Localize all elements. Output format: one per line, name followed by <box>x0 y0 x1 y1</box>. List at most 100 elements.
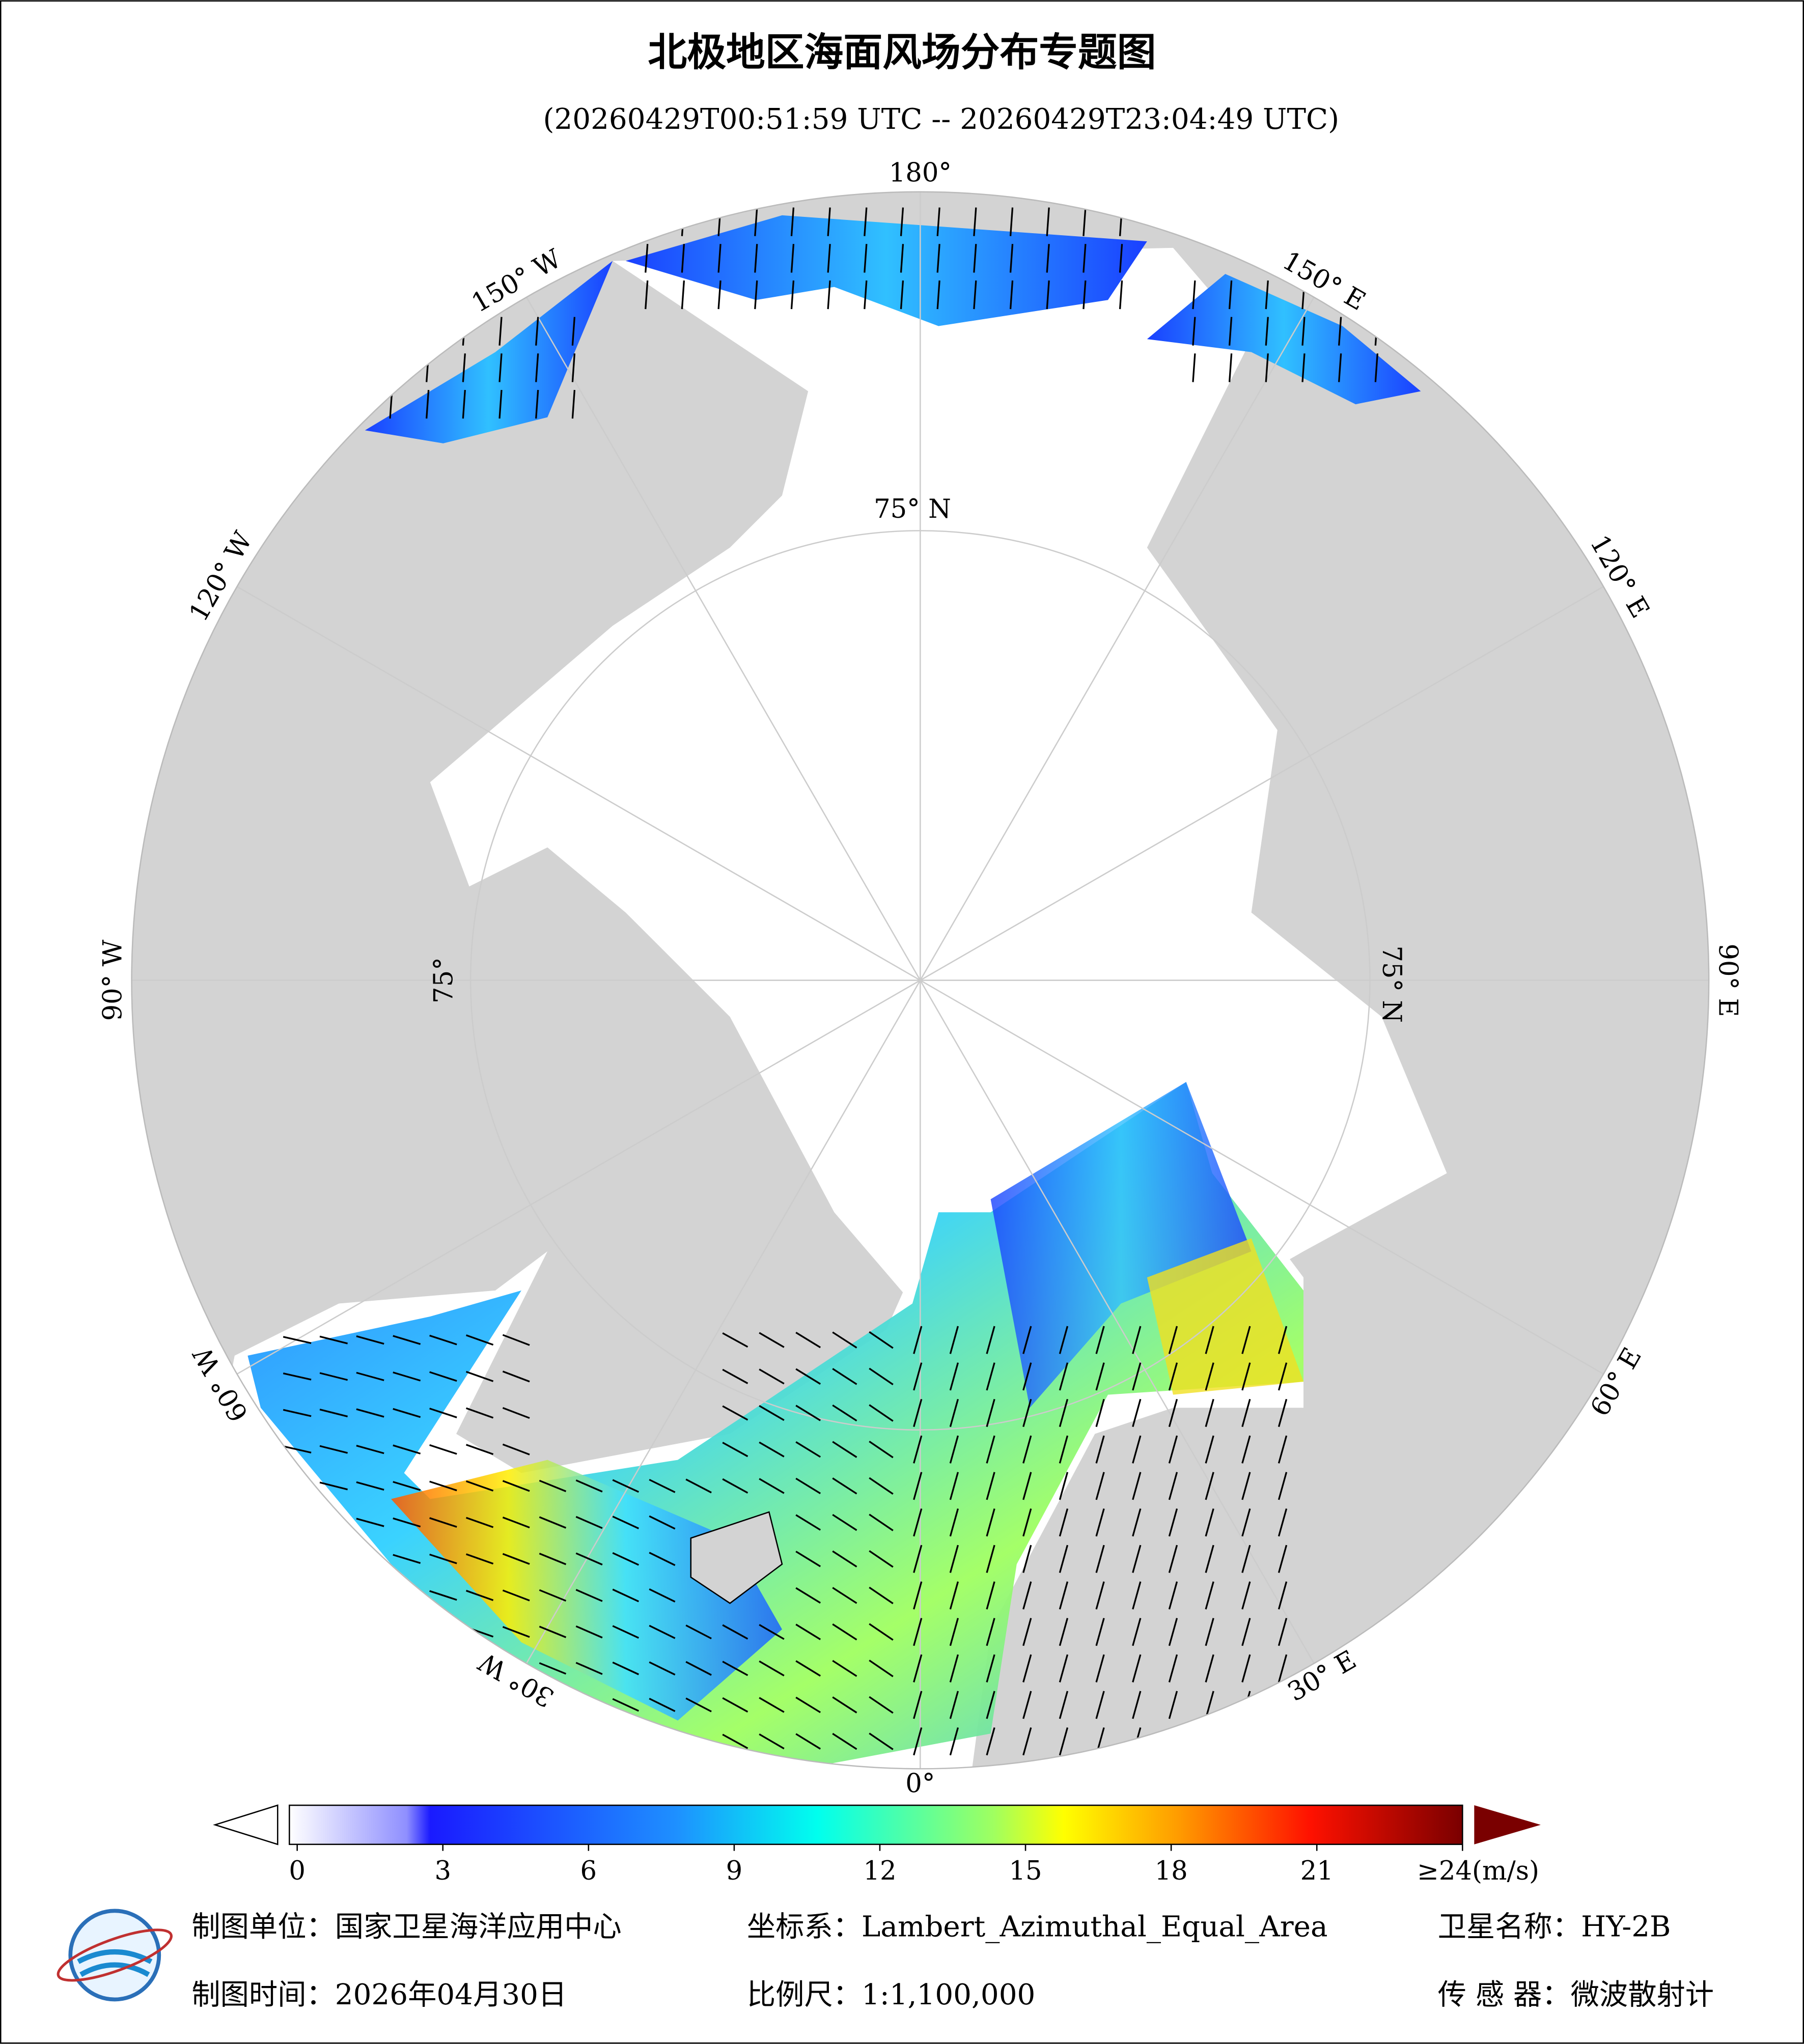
wind-arrow <box>1205 1362 1214 1391</box>
wind-arrow <box>759 1441 785 1458</box>
wind-arrow <box>356 1445 384 1454</box>
wind-arrow <box>1241 1398 1251 1427</box>
wind-arrow <box>612 1698 640 1712</box>
wind-arrow <box>795 1331 821 1349</box>
wind-arrow <box>986 1362 995 1391</box>
longitude-label: 0° <box>905 1769 935 1799</box>
colorbar-tick-label: 21 <box>1300 1856 1334 1886</box>
wind-arrow <box>535 317 539 346</box>
wind-arrow <box>465 1334 494 1346</box>
wind-arrow <box>1009 244 1014 273</box>
wind-arrow <box>795 1368 821 1385</box>
wind-arrow <box>1132 1545 1142 1573</box>
wind-arrow <box>754 207 758 236</box>
wind-arrow <box>1168 1581 1178 1610</box>
longitude-label: 90° W <box>97 939 128 1021</box>
wind-arrow <box>1059 1362 1069 1391</box>
wind-arrow <box>465 1517 494 1528</box>
wind-arrow <box>795 1514 821 1531</box>
wind-arrow <box>949 1435 959 1464</box>
wind-arrow <box>1168 1654 1178 1683</box>
wind-arrow <box>913 1581 923 1610</box>
wind-arrow <box>1241 1472 1251 1500</box>
wind-arrow <box>1022 1508 1032 1537</box>
wind-arrow <box>869 1477 894 1495</box>
wind-arrow <box>1168 1508 1178 1537</box>
colorbar: 0 3 6 9 12 15 18 21 ≥24(m/s) <box>213 1804 1541 1886</box>
wind-arrow <box>1095 1691 1105 1719</box>
wind-arrow <box>722 1624 748 1640</box>
wind-arrow <box>986 1398 995 1427</box>
wind-arrow <box>1241 1326 1251 1354</box>
wind-arrow <box>498 389 503 419</box>
wind-arrow <box>1278 1398 1288 1427</box>
wind-arrow <box>986 1508 995 1537</box>
wind-arrow <box>832 1477 857 1495</box>
wind-arrow <box>759 1332 785 1348</box>
wind-arrow <box>1022 1727 1032 1756</box>
wind-arrow <box>1132 1472 1142 1500</box>
map-border <box>131 191 1710 1770</box>
wind-arrow <box>869 1732 894 1750</box>
wind-arrow <box>1278 1617 1288 1646</box>
wind-arrow <box>393 1371 421 1382</box>
wind-arrow <box>759 1368 785 1385</box>
wind-arrow <box>502 1480 530 1492</box>
wind-arrow <box>575 1516 603 1529</box>
wind-arrow <box>949 1362 959 1391</box>
wind-arrow <box>393 1554 421 1564</box>
wind-arrow <box>1059 1508 1069 1537</box>
wind-arrow <box>283 1409 312 1417</box>
wind-arrow <box>1241 1435 1251 1464</box>
wind-arrow <box>913 1727 923 1756</box>
wind-arrow <box>832 1660 857 1677</box>
wind-arrow <box>429 1444 457 1455</box>
wind-arrow <box>283 1372 312 1381</box>
wind-arrow <box>1228 280 1233 310</box>
wind-arrow <box>795 1405 821 1421</box>
wind-arrow <box>502 1443 530 1455</box>
wind-arrow <box>1095 1326 1105 1354</box>
wind-arrow <box>356 1481 384 1491</box>
wind-arrow <box>722 1332 748 1348</box>
wind-arrow <box>393 1444 421 1454</box>
wind-arrow <box>1338 353 1342 382</box>
wind-arrow <box>949 1545 959 1573</box>
wind-arrow <box>1095 1581 1105 1610</box>
wind-arrow <box>612 1625 640 1639</box>
wind-arrow <box>1278 1435 1288 1464</box>
wind-arrow <box>1205 1435 1214 1464</box>
wind-arrow <box>429 1553 457 1564</box>
wind-arrow <box>429 1334 457 1346</box>
wind-arrow <box>759 1623 785 1640</box>
wind-arrow <box>795 1477 821 1494</box>
wind-arrow <box>1241 1581 1251 1610</box>
wind-arrow <box>612 1661 640 1675</box>
wind-arrow <box>1095 1617 1105 1646</box>
wind-arrow <box>1059 1691 1069 1719</box>
wind-arrow <box>1168 1398 1178 1427</box>
wind-arrow <box>1278 1581 1288 1610</box>
colorbar-tick-label: ≥24(m/s) <box>1417 1856 1539 1886</box>
wind-arrow <box>645 280 649 310</box>
wind-arrow <box>283 1336 312 1344</box>
footer-crs: 坐标系：Lambert_Azimuthal_Equal_Area <box>747 1911 1328 1944</box>
wind-arrow <box>571 317 576 346</box>
wind-arrow <box>913 1435 923 1464</box>
colorbar-tick-label: 18 <box>1155 1856 1188 1886</box>
wind-arrow <box>1205 1617 1214 1646</box>
wind-arrow <box>913 1654 923 1683</box>
wind-arrow <box>465 1370 494 1382</box>
wind-arrow <box>832 1696 857 1714</box>
wind-arrow <box>645 244 649 273</box>
wind-arrow <box>1095 1545 1105 1573</box>
colorbar-tick-label: 0 <box>289 1856 306 1886</box>
wind-arrow <box>949 1654 959 1683</box>
wind-arrow <box>1338 317 1342 346</box>
wind-arrow <box>426 389 430 419</box>
wind-arrow <box>1059 1727 1069 1756</box>
wind-arrow <box>1132 1617 1142 1646</box>
wind-arrow <box>539 1479 567 1493</box>
wind-arrow <box>429 1408 457 1418</box>
